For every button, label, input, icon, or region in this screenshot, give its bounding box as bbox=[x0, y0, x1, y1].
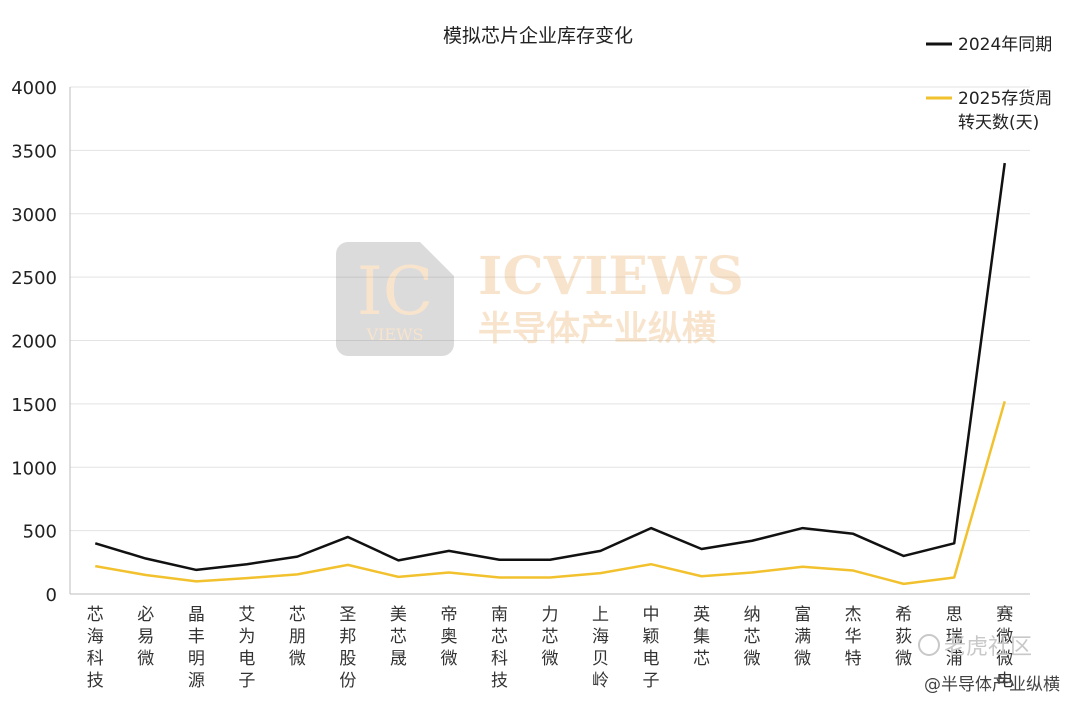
y-tick-label: 500 bbox=[23, 522, 57, 543]
x-tick-label: 圣邦股份 bbox=[339, 605, 356, 691]
x-tick-label: 杰华特 bbox=[845, 605, 862, 669]
x-tick-label: 富满微 bbox=[794, 605, 811, 669]
legend-label-2024: 2024年同期 bbox=[958, 35, 1052, 55]
x-tick-label: 艾为电子 bbox=[238, 605, 255, 691]
x-tick-label: 南芯科技 bbox=[491, 605, 508, 691]
y-tick-label: 1500 bbox=[11, 395, 57, 416]
y-tick-label: 2000 bbox=[11, 332, 57, 353]
x-tick-label: 芯朋微 bbox=[289, 605, 306, 669]
community-name: 老虎社区 bbox=[944, 635, 1032, 660]
x-tick-label: 思瑞浦 bbox=[946, 605, 963, 669]
y-tick-label: 3000 bbox=[11, 205, 57, 226]
x-tick-label: 中颖电子 bbox=[643, 605, 660, 691]
x-tick-label: 赛微微电 bbox=[996, 604, 1013, 691]
watermark-logo-big: IC bbox=[357, 253, 434, 330]
legend: 2024年同期 2025存货周转天数(天) bbox=[926, 35, 1052, 133]
y-grid bbox=[69, 86, 1030, 595]
footer: 老虎社区 @半导体产业纵横 bbox=[918, 634, 1060, 695]
x-tick-label: 必易微 bbox=[137, 605, 154, 669]
y-tick-label: 2500 bbox=[11, 268, 57, 289]
y-tick-label: 1000 bbox=[11, 458, 57, 479]
y-tick-label: 3500 bbox=[11, 141, 57, 162]
series-line-2025 bbox=[95, 400, 1006, 586]
x-tick-label: 芯海科技 bbox=[87, 605, 104, 691]
x-tick-labels: 芯海科技 必易微 晶丰明源 艾为电子 芯朋微 圣邦股份 美芯晟 帝奥微 南芯科技 力芯微 上海贝岭 中… bbox=[87, 604, 1013, 691]
x-tick-label: 上海贝岭 bbox=[592, 605, 609, 691]
y-tick-labels: 0 500 1000 1500 2000 2500 3000 3500 4000 bbox=[11, 78, 57, 606]
x-tick-label: 希荻微 bbox=[895, 605, 912, 669]
watermark-logo-small: VIEWS bbox=[366, 325, 424, 344]
watermark-brand-cn: 半导体产业纵横 bbox=[478, 309, 716, 349]
y-tick-label: 0 bbox=[46, 585, 57, 606]
watermark-logo-fold bbox=[420, 242, 454, 276]
x-tick-label: 纳芯微 bbox=[744, 605, 761, 669]
footer-credit: @半导体产业纵横 bbox=[924, 675, 1060, 695]
legend-label-2025: 2025存货周转天数(天) bbox=[958, 89, 1052, 133]
chart-title: 模拟芯片企业库存变化 bbox=[443, 25, 633, 47]
watermark-logo-box bbox=[336, 242, 454, 356]
x-tick-label: 力芯微 bbox=[542, 605, 559, 669]
y-tick-label: 4000 bbox=[11, 78, 57, 99]
x-tick-label: 英集芯 bbox=[693, 605, 710, 669]
x-tick-label: 美芯晟 bbox=[390, 605, 407, 669]
watermark-brand-en: ICVIEWS bbox=[478, 246, 744, 307]
x-tick-label: 帝奥微 bbox=[440, 605, 457, 669]
watermark: IC VIEWS ICVIEWS 半导体产业纵横 bbox=[336, 242, 744, 356]
community-logo-icon bbox=[918, 634, 940, 656]
x-tick-label: 晶丰明源 bbox=[188, 605, 205, 691]
series-line-2024 bbox=[94, 162, 1006, 572]
